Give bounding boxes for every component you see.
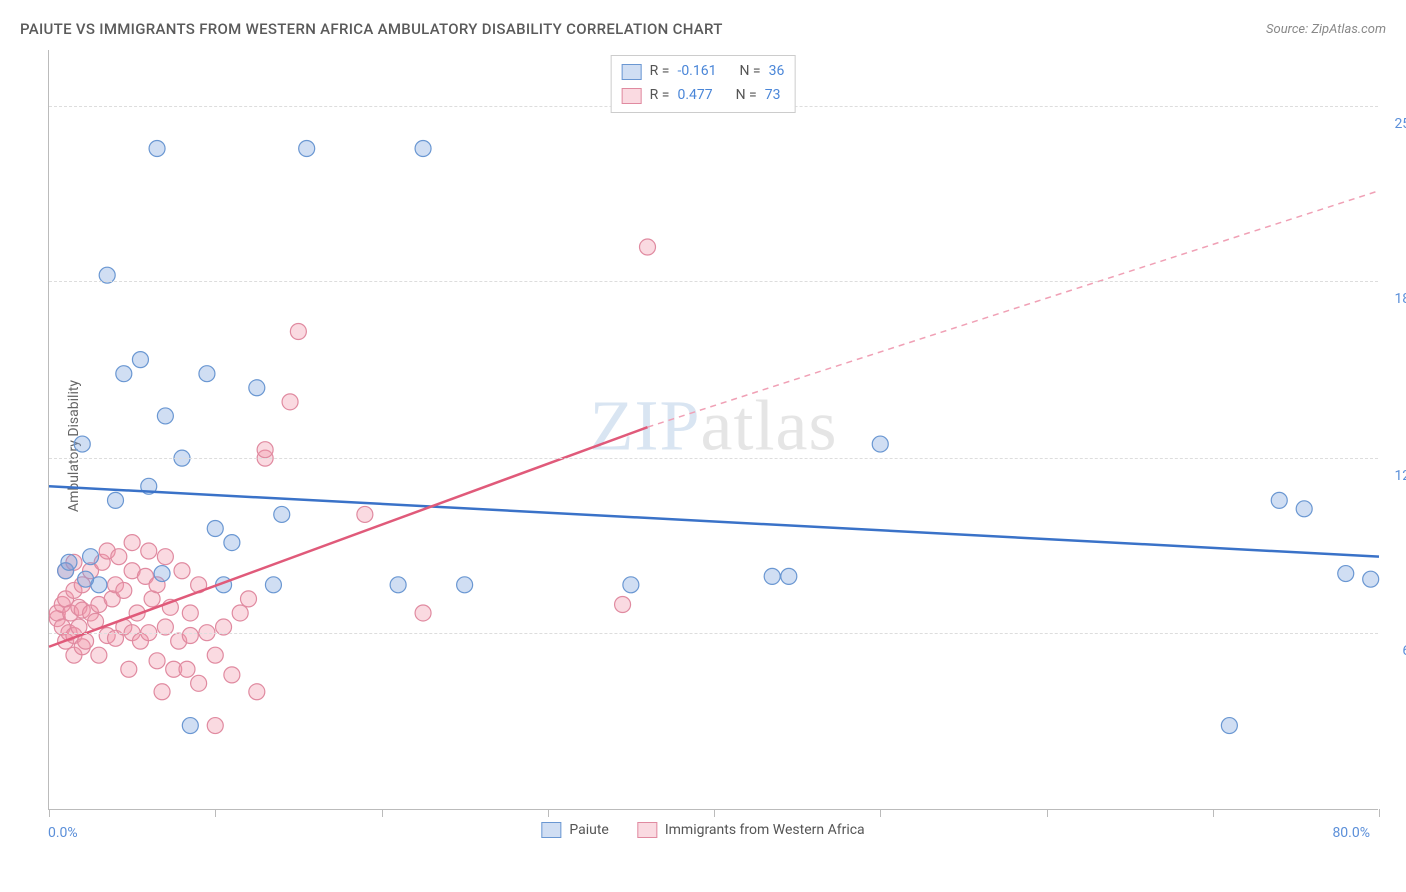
swatch-series2 — [622, 88, 642, 104]
x-axis-max-label: 80.0% — [1332, 825, 1370, 841]
swatch-series1 — [622, 64, 642, 80]
source-attribution: Source: ZipAtlas.com — [1266, 22, 1386, 37]
swatch-series2-bottom — [637, 822, 657, 838]
y-tick-label: 6.3% — [1402, 643, 1406, 659]
y-tick-label: 25.0% — [1394, 116, 1406, 132]
x-axis-min-label: 0.0% — [48, 825, 78, 841]
swatch-series1-bottom — [541, 822, 561, 838]
y-tick-label: 12.5% — [1394, 468, 1406, 484]
scatter-svg — [49, 50, 1378, 809]
plot-area: ZIPatlas 6.3%12.5%18.8%25.0% — [48, 50, 1378, 810]
y-tick-label: 18.8% — [1394, 291, 1406, 307]
series-legend: Paiute Immigrants from Western Africa — [541, 822, 864, 838]
correlation-legend: R = -0.161 N = 36 R = 0.477 N = 73 — [611, 55, 796, 113]
chart-title: PAIUTE VS IMMIGRANTS FROM WESTERN AFRICA… — [20, 20, 723, 38]
